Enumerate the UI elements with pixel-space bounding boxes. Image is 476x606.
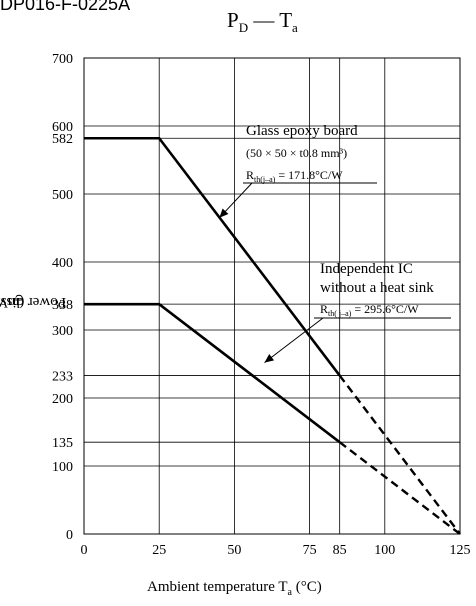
y-tick-label: 400 <box>52 256 73 271</box>
rth-symbol: R <box>320 302 328 316</box>
x-tick-label: 50 <box>227 543 241 558</box>
document-id: DP016-F-0225A <box>0 0 131 14</box>
arrowhead <box>264 354 275 363</box>
annotations: Glass epoxy board (50 × 50 × t0.8 mm³) Rth… <box>218 123 451 364</box>
y-tick-label: 700 <box>52 52 73 67</box>
arrowhead <box>219 208 229 218</box>
x-tick-label: 25 <box>152 543 166 558</box>
series-dashed-2 <box>338 441 461 535</box>
annotation-2: Independent IC without a heat sink Rth( j–… <box>264 261 451 364</box>
rth-symbol: R <box>246 168 254 182</box>
annotation-text-line: Glass epoxy board <box>246 123 358 139</box>
annotation-rth: Rth( j–a) = 295.6°C/W <box>320 302 419 318</box>
y-tick-label: 500 <box>52 188 73 203</box>
rth-value: = 171.8°C/W <box>275 168 343 182</box>
series-line-1 <box>84 136 341 377</box>
x-axis-label: Ambient temperature Ta (°C) <box>147 579 322 598</box>
y-tick-label: 100 <box>52 460 73 475</box>
x-tick-label: 75 <box>303 543 317 558</box>
x-tick-label: 125 <box>450 543 471 558</box>
y-tick-label: 600 <box>52 120 73 135</box>
annotation-text-line: without a heat sink <box>320 280 434 296</box>
y-tick-label: 338 <box>52 298 73 313</box>
data-series <box>84 136 461 535</box>
annotation-1: Glass epoxy board (50 × 50 × t0.8 mm³) Rth… <box>218 123 377 219</box>
y-tick-label: 582 <box>52 132 73 147</box>
x-tick-label: 100 <box>374 543 395 558</box>
series-dashed-1 <box>338 374 461 535</box>
rth-subscript: th(j–a) <box>254 175 276 184</box>
plot-frame <box>83 57 461 535</box>
x-tick-label: 0 <box>81 543 88 558</box>
y-tick-label: 200 <box>52 392 73 407</box>
annotation-rth: Rth(j–a) = 171.8°C/W <box>246 168 343 184</box>
y-tick-label: 135 <box>52 436 73 451</box>
y-tick-label: 233 <box>52 370 73 385</box>
annotation-text-line: (50 × 50 × t0.8 mm³) <box>246 146 347 160</box>
annotation-leader <box>264 317 324 364</box>
x-tick-label: 85 <box>333 543 347 558</box>
rth-subscript: th( j–a) <box>328 309 352 318</box>
plot-border <box>83 57 461 535</box>
annotation-text-line: Independent IC <box>320 261 413 277</box>
y-tick-label: 0 <box>66 528 73 543</box>
chart-title: PD — Ta <box>227 8 298 36</box>
series-line-2 <box>84 302 341 444</box>
y-tick-label: 300 <box>52 324 73 339</box>
rth-value: = 295.6°C/W <box>351 302 419 316</box>
